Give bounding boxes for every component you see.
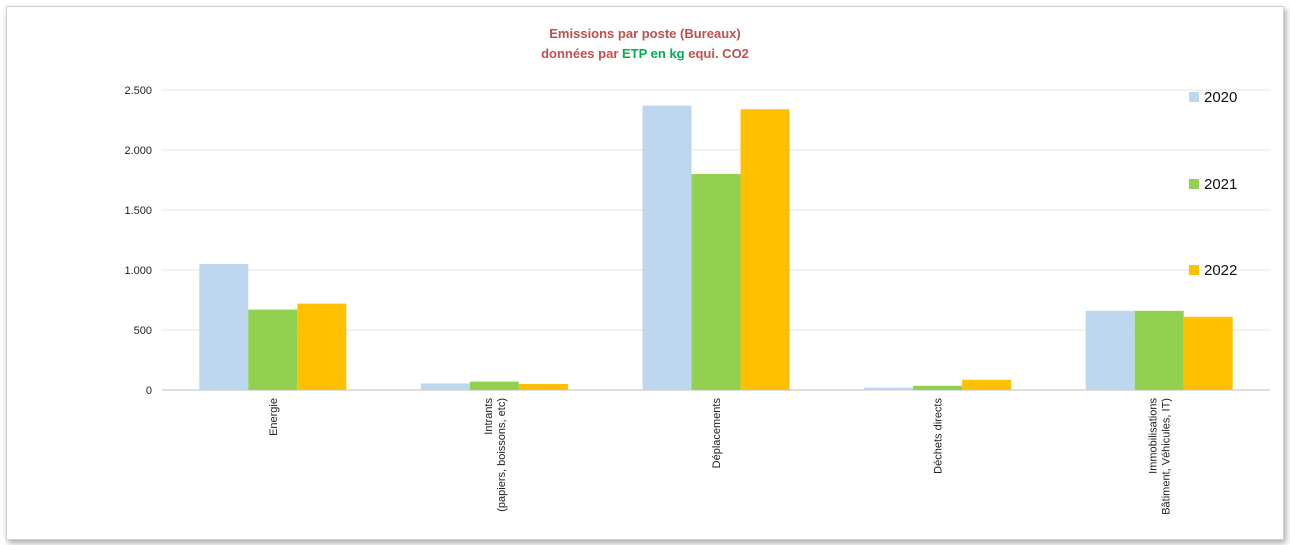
- y-tick-label: 1.000: [124, 265, 152, 277]
- bar-2020-1: [199, 264, 249, 390]
- x-category-label: Déchets directs: [933, 398, 945, 474]
- x-category-label: Immobilisations: [1148, 398, 1160, 474]
- chart-subtitle: données par ETP en kg equi. CO2: [541, 46, 749, 61]
- bars: [199, 105, 1233, 390]
- bar-2021-4: [913, 385, 963, 390]
- y-tick-label: 2.500: [124, 85, 152, 97]
- y-axis: 0 500 1.000 1.500 2.000 2.500: [124, 85, 152, 397]
- bar-2020-3: [642, 105, 692, 390]
- chart-subtitle-prefix: données par: [541, 46, 622, 61]
- bar-2020-5: [1085, 310, 1135, 390]
- x-axis: Energie Intrants (papiers, boissons, etc) D…: [268, 398, 1173, 515]
- gridlines: [162, 89, 1270, 391]
- bar-2021-1: [248, 309, 298, 390]
- legend-swatch-2020: [1189, 92, 1199, 102]
- x-category-label: (papiers, boissons, etc): [496, 398, 508, 512]
- x-category-label: Intrants: [483, 398, 495, 435]
- bar-2021-3: [691, 174, 741, 390]
- legend: 2020 2021 2022: [1189, 89, 1237, 279]
- bar-2021-2: [469, 381, 519, 390]
- x-category-label: Déplacements: [711, 398, 723, 469]
- legend-swatch-2021: [1189, 179, 1199, 189]
- chart-subtitle-highlight: ETP en kg: [622, 46, 685, 61]
- legend-label-2020: 2020: [1204, 89, 1237, 106]
- bar-2022-4: [962, 379, 1012, 390]
- bar-2021-5: [1134, 310, 1184, 390]
- legend-label-2021: 2021: [1204, 176, 1237, 193]
- bar-2020-4: [864, 387, 914, 390]
- y-tick-label: 2.000: [124, 145, 152, 157]
- bar-2022-2: [518, 384, 568, 390]
- x-category-label: Bâtiment, Véhicules, IT): [1161, 398, 1173, 515]
- y-tick-label: 0: [146, 385, 152, 397]
- bar-2020-2: [420, 383, 470, 390]
- x-category-label: Energie: [268, 398, 280, 436]
- y-tick-label: 1.500: [124, 205, 152, 217]
- bar-2022-3: [740, 109, 790, 390]
- chart-subtitle-suffix: equi. CO2: [685, 46, 749, 61]
- y-tick-label: 500: [134, 325, 152, 337]
- bar-2022-5: [1183, 316, 1233, 390]
- chart-title: Emissions par poste (Bureaux): [549, 26, 740, 41]
- legend-label-2022: 2022: [1204, 262, 1237, 279]
- legend-swatch-2022: [1189, 265, 1199, 275]
- bar-2022-1: [297, 303, 347, 390]
